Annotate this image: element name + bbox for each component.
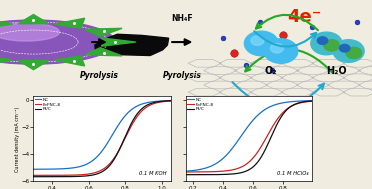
Polygon shape	[95, 34, 169, 56]
Text: Pyrolysis: Pyrolysis	[163, 71, 202, 80]
Circle shape	[0, 23, 60, 41]
FeFNC-8	[86, 173, 90, 175]
NC	[76, 166, 81, 168]
Legend: NC, FeFNC-8, Pt/C: NC, FeFNC-8, Pt/C	[187, 97, 214, 112]
NC	[131, 108, 135, 110]
Pt/C	[76, 175, 81, 177]
NC	[131, 107, 136, 109]
Line: FeFNC-8: FeFNC-8	[186, 101, 312, 172]
FancyArrowPatch shape	[256, 15, 318, 30]
FeFNC-8	[310, 100, 315, 102]
Polygon shape	[102, 38, 136, 46]
Pt/C	[48, 176, 52, 178]
Polygon shape	[0, 56, 13, 66]
Pt/C	[118, 147, 122, 149]
Text: 0.1 M KOH: 0.1 M KOH	[140, 171, 167, 176]
Line: NC: NC	[186, 101, 312, 171]
NC	[86, 162, 90, 165]
Pt/C	[275, 123, 279, 125]
NC	[276, 103, 280, 105]
Text: H₂O: H₂O	[327, 66, 347, 76]
Line: Pt/C: Pt/C	[33, 101, 171, 177]
Polygon shape	[54, 18, 85, 28]
FeFNC-8	[31, 174, 36, 177]
Pt/C	[276, 121, 280, 124]
Pt/C	[31, 176, 36, 178]
Circle shape	[244, 31, 278, 56]
Polygon shape	[18, 15, 49, 24]
Circle shape	[251, 36, 264, 45]
Polygon shape	[85, 48, 122, 56]
Pt/C	[263, 148, 268, 150]
NC	[225, 153, 230, 156]
FeFNC-8	[234, 168, 238, 170]
NC	[234, 142, 238, 144]
Text: 0.1 M HClO₄: 0.1 M HClO₄	[277, 171, 309, 176]
Polygon shape	[0, 18, 13, 28]
FeFNC-8	[276, 117, 280, 120]
FeFNC-8	[131, 122, 135, 124]
Pt/C	[169, 100, 173, 102]
FeFNC-8	[199, 171, 203, 173]
FancyArrowPatch shape	[232, 82, 324, 107]
Pt/C	[184, 174, 188, 176]
FeFNC-8	[184, 171, 188, 173]
FeFNC-8	[225, 170, 230, 172]
NC	[275, 103, 279, 105]
Circle shape	[311, 32, 342, 55]
Pt/C	[131, 118, 136, 121]
Polygon shape	[18, 60, 49, 70]
Circle shape	[270, 43, 283, 53]
Pt/C	[86, 175, 90, 177]
Line: FeFNC-8: FeFNC-8	[33, 101, 171, 175]
FeFNC-8	[76, 174, 81, 176]
NC	[31, 168, 36, 170]
Polygon shape	[54, 56, 84, 66]
Circle shape	[324, 40, 340, 51]
Text: O₂: O₂	[264, 66, 277, 76]
FeFNC-8	[48, 174, 52, 177]
FeFNC-8	[118, 147, 122, 149]
NC	[169, 100, 173, 102]
FeFNC-8	[263, 138, 268, 140]
NC	[310, 100, 315, 102]
NC	[199, 168, 203, 170]
FeFNC-8	[131, 121, 136, 123]
NC	[184, 170, 188, 172]
Line: NC: NC	[33, 101, 171, 169]
Circle shape	[346, 47, 362, 59]
Pt/C	[310, 100, 315, 102]
Pt/C	[225, 173, 230, 175]
Line: Pt/C: Pt/C	[186, 101, 312, 175]
FancyArrowPatch shape	[254, 31, 316, 47]
Text: 4e⁻: 4e⁻	[267, 49, 299, 67]
FancyArrowPatch shape	[245, 49, 333, 73]
Circle shape	[333, 40, 364, 62]
FeFNC-8	[275, 118, 279, 120]
Circle shape	[264, 39, 298, 63]
Text: 4e⁻: 4e⁻	[287, 8, 321, 26]
Circle shape	[340, 44, 350, 52]
Circle shape	[317, 37, 328, 44]
Polygon shape	[85, 28, 122, 36]
Legend: NC, FeFNC-8, Pt/C: NC, FeFNC-8, Pt/C	[34, 97, 61, 112]
Circle shape	[0, 20, 115, 64]
Pt/C	[234, 172, 238, 175]
NC	[263, 108, 268, 110]
Pt/C	[199, 174, 203, 176]
Text: NH₄F: NH₄F	[171, 14, 193, 22]
Y-axis label: Current density (mA cm⁻²): Current density (mA cm⁻²)	[15, 106, 20, 172]
Text: Pyrolysis: Pyrolysis	[80, 71, 119, 80]
NC	[118, 121, 122, 124]
FeFNC-8	[169, 100, 173, 102]
Pt/C	[131, 119, 135, 122]
NC	[48, 168, 52, 170]
